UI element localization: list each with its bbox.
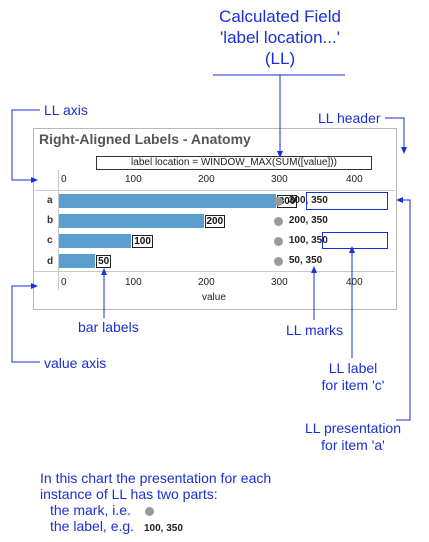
top-tick-400: 400 xyxy=(346,174,363,185)
ll-label-c-annotation: LL label for item 'c' xyxy=(290,360,416,394)
ll-axis-annotation: LL axis xyxy=(44,102,88,118)
calculated-field-title: Calculated Field 'label location...' (LL… xyxy=(200,6,360,69)
category-c: c xyxy=(47,235,53,246)
row-header-divider xyxy=(58,170,59,290)
ll-label-c: 100, 350 xyxy=(288,235,328,246)
note-label-text: the label, e.g. xyxy=(50,518,135,534)
top-tick-300: 300 xyxy=(271,174,288,185)
ll-header-box: label location = WINDOW_MAX(SUM([value])… xyxy=(96,156,372,170)
bar-a xyxy=(59,194,276,208)
ll-label-a: 300, 350 xyxy=(288,195,328,206)
note-line-4: the label, e.g. 100, 350 xyxy=(40,518,340,537)
ll-mark-c xyxy=(273,237,283,246)
note-line-2: instance of LL has two parts: xyxy=(40,486,218,502)
top-tick-0: 0 xyxy=(61,174,67,185)
top-axis-divider xyxy=(34,190,395,191)
bar-d xyxy=(59,254,96,268)
ll-header-text: label location = WINDOW_MAX(SUM([value])… xyxy=(131,157,337,168)
ll-header-annotation: LL header xyxy=(318,110,381,126)
top-tick-200: 200 xyxy=(198,174,215,185)
ll-presentation-a-line-1: LL presentation xyxy=(305,420,401,436)
category-d: d xyxy=(47,256,54,267)
explanation-note: In this chart the presentation for each … xyxy=(40,470,340,537)
bar-label-d: 50 xyxy=(96,255,112,268)
bar-label-b: 200 xyxy=(204,215,226,228)
category-a: a xyxy=(47,195,53,206)
ll-label-c-line-2: for item 'c' xyxy=(321,377,385,393)
note-line-3: the mark, i.e. xyxy=(40,502,340,518)
ll-mark-d xyxy=(273,257,283,266)
bottom-tick-0: 0 xyxy=(61,277,67,288)
calc-title-line-3: (LL) xyxy=(264,49,296,68)
ll-mark-a xyxy=(273,197,283,206)
ll-presentation-a-line-2: for item 'a' xyxy=(321,437,385,453)
top-tick-100: 100 xyxy=(125,174,142,185)
bar-label-c: 100 xyxy=(132,235,153,248)
bar-b xyxy=(59,214,204,228)
value-axis-annotation: value axis xyxy=(44,355,107,371)
ll-presentation-a-annotation: LL presentation for item 'a' xyxy=(290,420,416,454)
ll-label-c-line-1: LL label xyxy=(328,360,378,376)
bar-c xyxy=(59,234,132,248)
ll-mark-b xyxy=(273,217,283,226)
bar-labels-annotation: bar labels xyxy=(78,319,139,335)
bottom-tick-300: 300 xyxy=(271,277,288,288)
ll-label-d: 50, 350 xyxy=(288,255,323,266)
calc-title-line-1: Calculated Field xyxy=(219,7,341,26)
bottom-tick-400: 400 xyxy=(346,277,363,288)
ll-label-b: 200, 350 xyxy=(288,215,328,226)
ll-label-box-c xyxy=(322,232,388,249)
x-axis-label: value xyxy=(202,292,226,303)
bottom-axis-divider xyxy=(34,271,395,272)
calc-title-line-2: 'label location...' xyxy=(220,28,340,47)
note-mark-text: the mark, i.e. xyxy=(50,502,131,518)
bottom-tick-200: 200 xyxy=(198,277,215,288)
ll-marks-annotation: LL marks xyxy=(286,322,344,338)
bottom-tick-100: 100 xyxy=(125,277,142,288)
category-b: b xyxy=(47,215,54,226)
note-line-1: In this chart the presentation for each xyxy=(40,470,272,486)
chart-title: Right-Aligned Labels - Anatomy xyxy=(39,131,251,147)
note-mark-example xyxy=(144,506,154,516)
ll-presentation-box-a xyxy=(306,192,388,210)
note-label-example: 100, 350 xyxy=(143,523,183,534)
